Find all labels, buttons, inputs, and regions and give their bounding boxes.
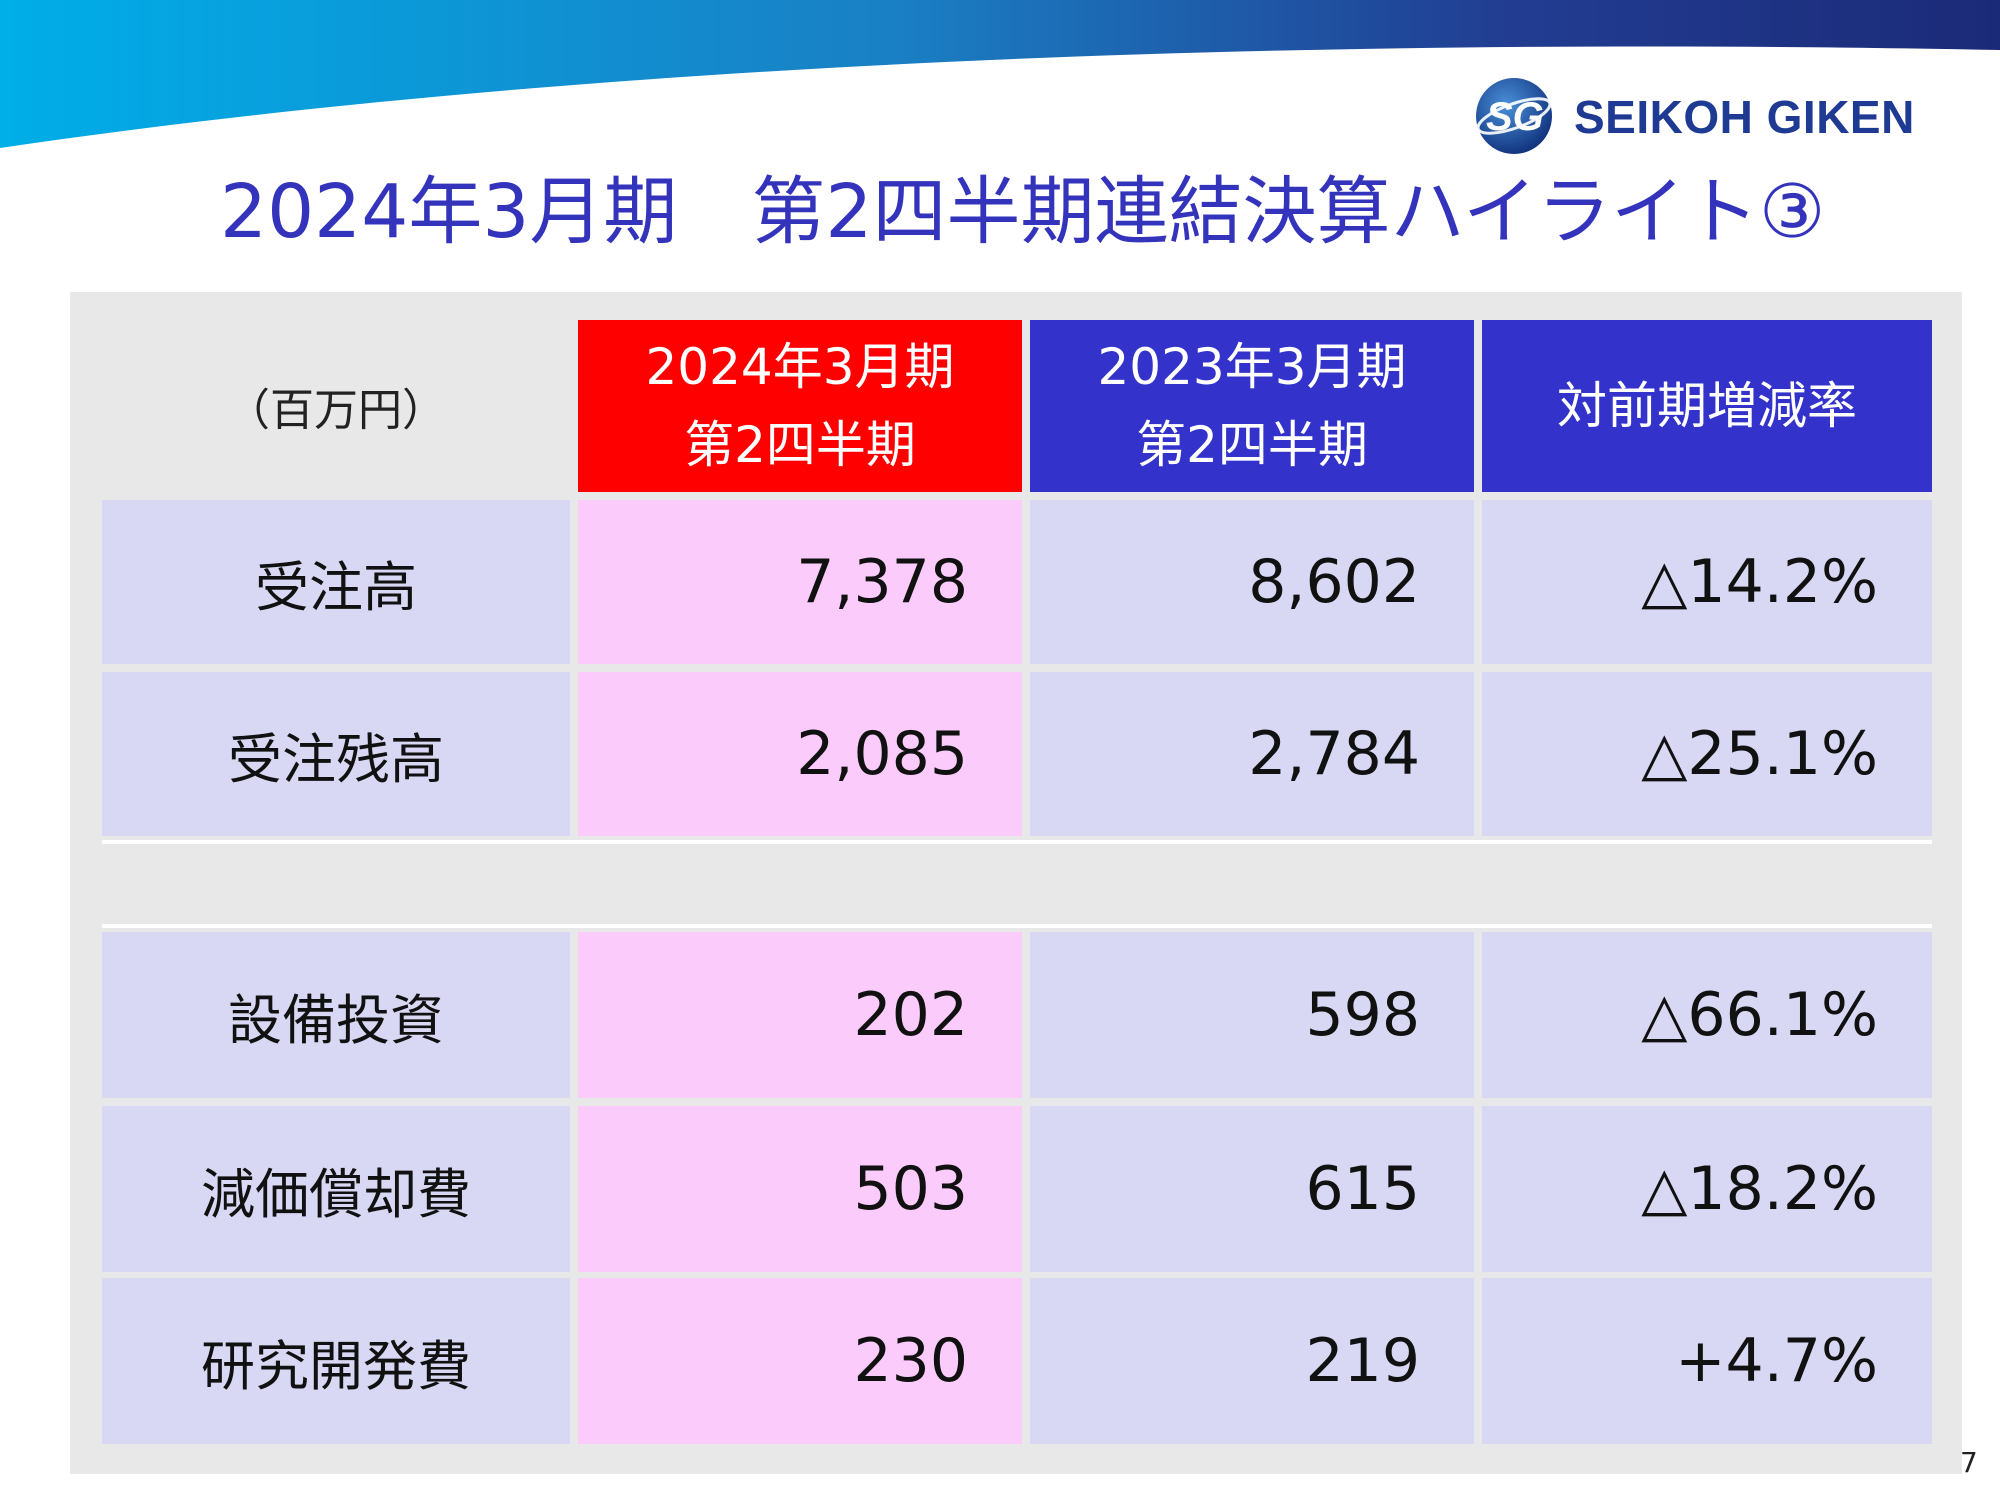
previous-value: 8,602: [1030, 500, 1474, 664]
header-gradient-band: [0, 0, 2000, 148]
change-rate-value: +4.7%: [1482, 1278, 1932, 1444]
row-divider: [102, 840, 1932, 844]
previous-value: 615: [1030, 1106, 1474, 1272]
current-value: 202: [578, 932, 1022, 1098]
header-current-period: 2024年3月期 第2四半期: [578, 320, 1022, 492]
row-label: 減価償却費: [102, 1106, 570, 1272]
change-rate-value: △66.1%: [1482, 932, 1932, 1098]
page-number: 7: [1960, 1446, 1978, 1479]
previous-value: 598: [1030, 932, 1474, 1098]
current-value: 503: [578, 1106, 1022, 1272]
current-value: 230: [578, 1278, 1022, 1444]
header-current-line2: 第2四半期: [684, 416, 916, 474]
logo-wordmark: SEIKOH GIKEN: [1574, 91, 1915, 143]
change-rate-value: △18.2%: [1482, 1106, 1932, 1272]
header-previous-period: 2023年3月期 第2四半期: [1030, 320, 1474, 492]
row-divider: [102, 924, 1932, 928]
change-rate-value: △14.2%: [1482, 500, 1932, 664]
row-label: 受注残高: [102, 672, 570, 836]
header-current-line1: 2024年3月期: [645, 338, 955, 396]
previous-value: 219: [1030, 1278, 1474, 1444]
sg-logo-mark-icon: SG: [1476, 78, 1552, 154]
change-rate-value: △25.1%: [1482, 672, 1932, 836]
slide-title: 2024年3月期 第2四半期連結決算ハイライト③: [220, 169, 1826, 255]
row-label: 設備投資: [102, 932, 570, 1098]
row-label: 受注高: [102, 500, 570, 664]
row-label: 研究開発費: [102, 1278, 570, 1444]
svg-text:SG: SG: [1486, 95, 1544, 139]
header-previous-line2: 第2四半期: [1136, 416, 1368, 474]
current-value: 2,085: [578, 672, 1022, 836]
current-value: 7,378: [578, 500, 1022, 664]
unit-label: （百万円）: [102, 320, 570, 492]
company-logo: SG SEIKOH GIKEN: [1472, 74, 1964, 158]
header-change-rate: 対前期増減率: [1482, 320, 1932, 492]
previous-value: 2,784: [1030, 672, 1474, 836]
highlights-table-panel: （百万円） 2024年3月期 第2四半期 2023年3月期 第2四半期 対前期増…: [70, 292, 1962, 1474]
header-previous-line1: 2023年3月期: [1097, 338, 1407, 396]
